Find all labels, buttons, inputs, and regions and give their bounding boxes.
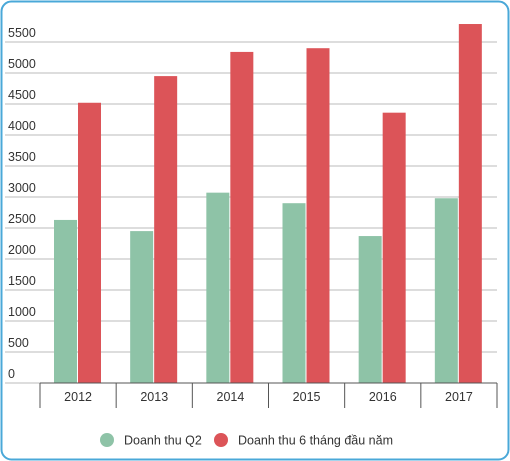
bar bbox=[130, 231, 154, 383]
x-tick-label: 2016 bbox=[369, 390, 397, 404]
x-tick-label: 2015 bbox=[293, 390, 321, 404]
y-tick-label: 2500 bbox=[8, 212, 36, 226]
bar bbox=[54, 219, 77, 383]
bar bbox=[358, 236, 382, 383]
bar bbox=[434, 198, 458, 383]
legend-marker bbox=[214, 433, 228, 447]
legend-label: Doanh thu 6 tháng đầu năm bbox=[238, 434, 393, 448]
y-tick-label: 5000 bbox=[8, 57, 36, 71]
bar bbox=[458, 24, 482, 384]
y-tick-label: 500 bbox=[8, 336, 29, 350]
bar bbox=[282, 203, 306, 383]
x-tick-label: 2017 bbox=[445, 390, 473, 404]
x-tick-label: 2014 bbox=[217, 390, 245, 404]
x-tick-label: 2012 bbox=[64, 390, 92, 404]
bar bbox=[382, 112, 406, 384]
y-tick-label: 4000 bbox=[8, 119, 36, 133]
bar bbox=[206, 192, 230, 383]
legend-label: Doanh thu Q2 bbox=[124, 434, 202, 448]
bar bbox=[78, 102, 101, 383]
y-tick-label: 2000 bbox=[8, 243, 36, 257]
bar bbox=[230, 51, 254, 384]
y-tick-label: 1500 bbox=[8, 274, 36, 288]
x-tick-label: 2013 bbox=[140, 390, 168, 404]
y-tick-label: 4500 bbox=[8, 88, 36, 102]
legend-marker bbox=[100, 433, 114, 447]
y-tick-label: 0 bbox=[8, 367, 15, 381]
bar bbox=[154, 76, 178, 383]
y-tick-label: 3500 bbox=[8, 150, 36, 164]
y-tick-label: 1000 bbox=[8, 305, 36, 319]
y-tick-label: 3000 bbox=[8, 181, 36, 195]
y-tick-label: 5500 bbox=[8, 26, 36, 40]
bar bbox=[306, 48, 330, 383]
